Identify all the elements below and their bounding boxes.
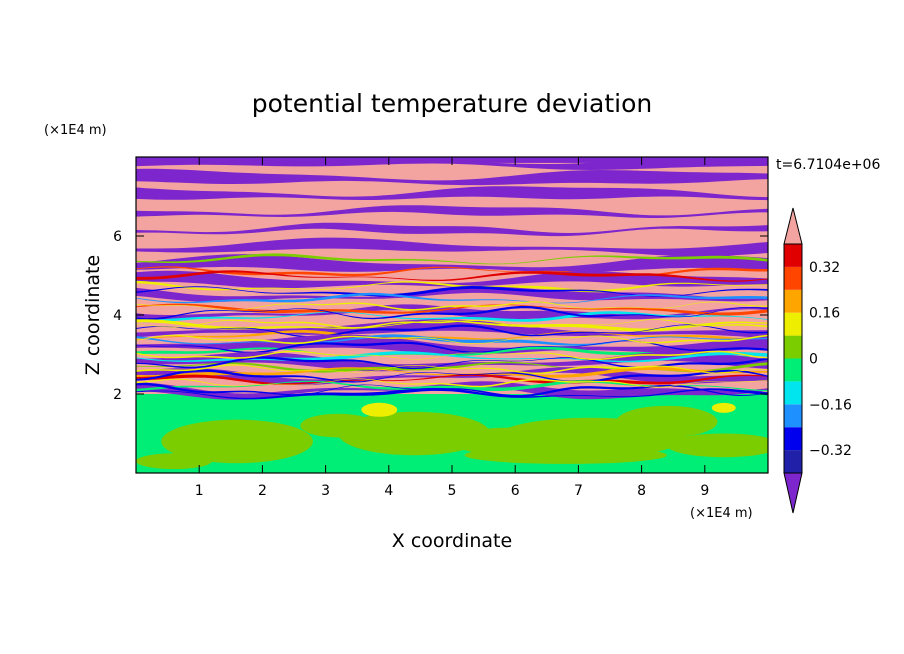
colorbar-frame — [783, 243, 803, 474]
colorbar-label: 0.32 — [809, 260, 840, 276]
colorbar-label: −0.16 — [809, 397, 852, 413]
colorbar-segment — [784, 427, 802, 451]
chart-title: potential temperature deviation — [252, 89, 652, 118]
colorbar-segment — [784, 381, 802, 405]
time-label: t=6.7104e+06 — [776, 157, 880, 173]
x-tick-label: 2 — [258, 483, 267, 499]
x-unit-label: (×1E4 m) — [690, 506, 753, 521]
colorbar-segment — [784, 266, 802, 290]
contour-field — [136, 157, 768, 473]
y-axis-label: Z coordinate — [82, 255, 104, 375]
colorbar-segment — [784, 289, 802, 313]
x-tick-label: 3 — [321, 483, 330, 499]
x-axis-label: X coordinate — [392, 530, 512, 552]
colorbar-segment — [784, 450, 802, 473]
colorbar-segment — [784, 312, 802, 336]
x-tick-label: 1 — [195, 483, 204, 499]
colorbar-label: 0 — [809, 352, 818, 368]
colorbar-segment — [784, 244, 802, 267]
x-tick-label: 6 — [511, 483, 520, 499]
colorbar-segment — [784, 335, 802, 359]
x-tick-label: 4 — [384, 483, 393, 499]
x-tick-label: 9 — [700, 483, 709, 499]
colorbar-min-arrow — [783, 472, 803, 514]
colorbar-max-arrow — [783, 207, 803, 245]
colorbar-segment — [784, 404, 802, 428]
x-tick-label: 8 — [637, 483, 646, 499]
y-tick-label: 6 — [113, 229, 122, 245]
x-axis: 1 2 3 4 5 6 7 8 9 — [195, 157, 709, 499]
colorbar-segment — [784, 358, 802, 382]
y-tick-label: 4 — [113, 308, 122, 324]
colorbar: −0.32 −0.16 0 0.16 0.32 — [783, 207, 852, 514]
x-tick-label: 5 — [448, 483, 457, 499]
plot-area — [136, 157, 768, 473]
colorbar-label: 0.16 — [809, 306, 840, 322]
y-unit-label: (×1E4 m) — [44, 123, 107, 138]
x-tick-label: 7 — [574, 483, 583, 499]
y-axis: 2 4 6 — [113, 229, 768, 403]
colorbar-label: −0.32 — [809, 443, 852, 459]
y-tick-label: 2 — [113, 387, 122, 403]
